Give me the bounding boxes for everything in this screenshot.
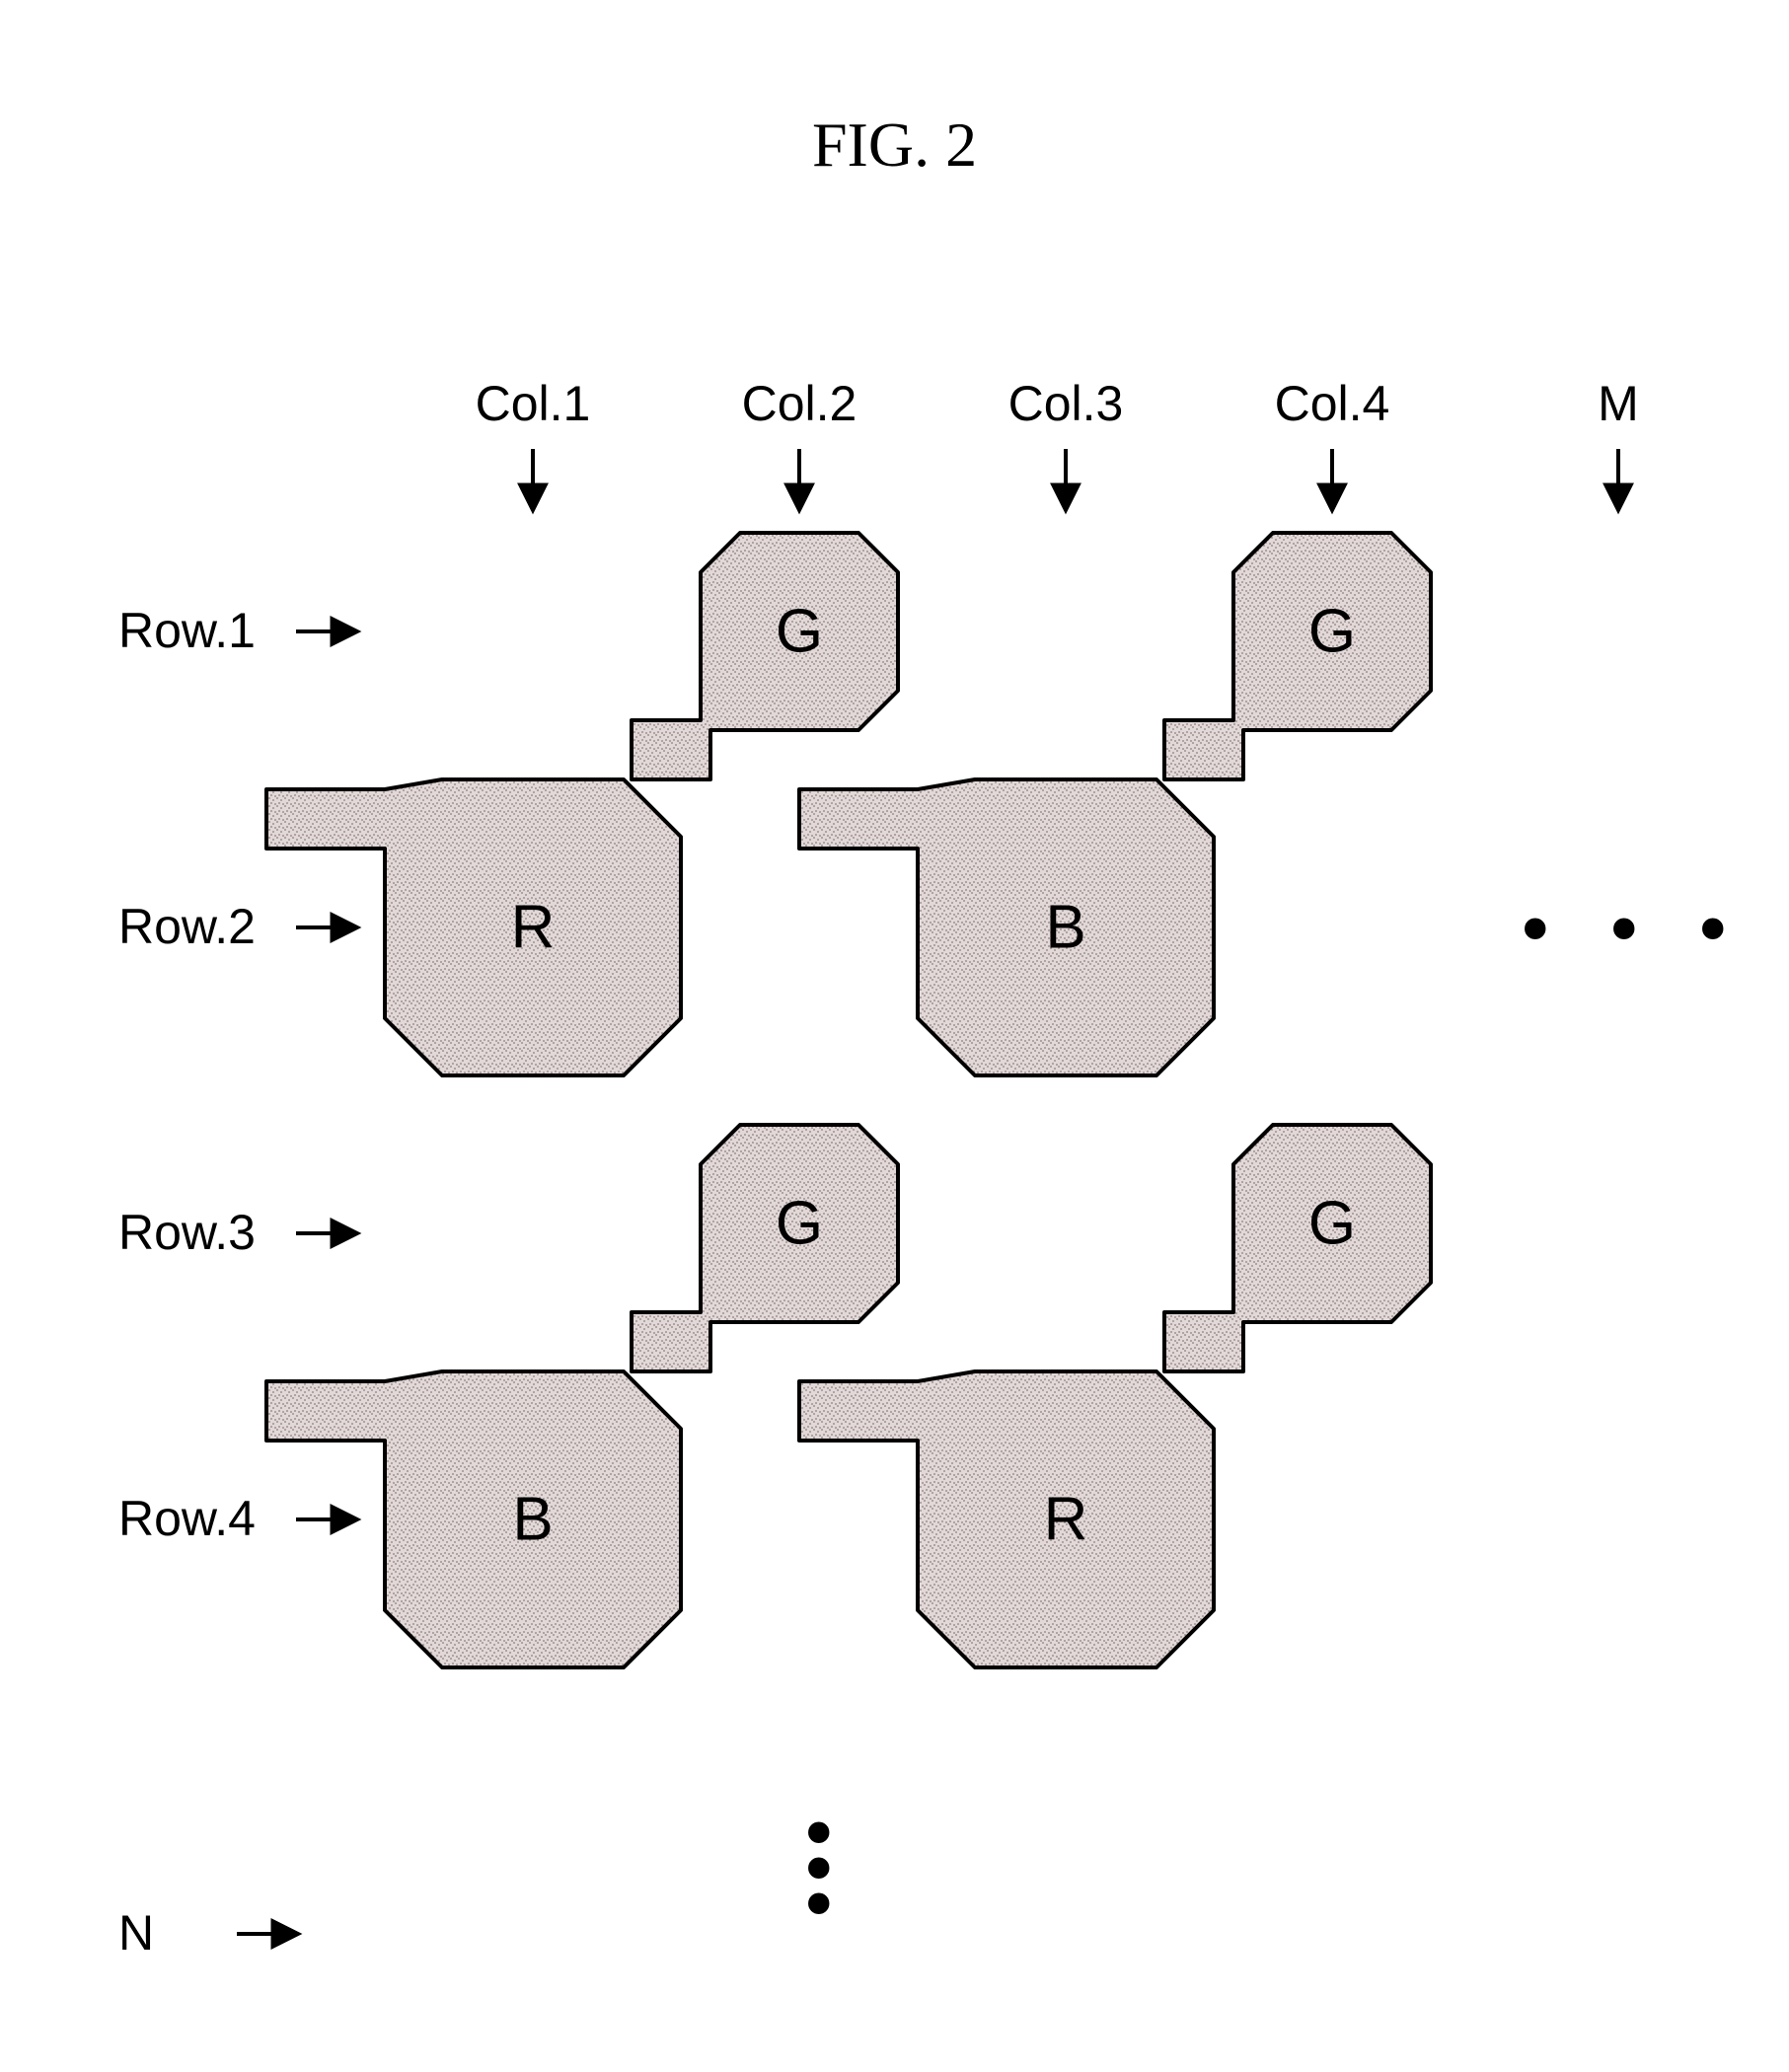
pixel-small: G xyxy=(632,533,898,779)
svg-text:G: G xyxy=(776,1190,823,1258)
pixel-big: R xyxy=(799,1371,1214,1667)
pixel-small: G xyxy=(632,1125,898,1371)
ellipsis-horizontal: • • • xyxy=(1520,878,1747,980)
row-label: Row.3 xyxy=(118,1204,256,1261)
svg-text:R: R xyxy=(511,894,556,962)
column-label: Col.3 xyxy=(1008,375,1124,432)
row-label-n: N xyxy=(118,1904,154,1961)
row-label: Row.4 xyxy=(118,1490,256,1547)
row-label: Row.1 xyxy=(118,602,256,659)
svg-text:B: B xyxy=(1045,894,1085,962)
pixel-small: G xyxy=(1164,533,1431,779)
column-label: Col.2 xyxy=(742,375,857,432)
row-label: Row.2 xyxy=(118,898,256,955)
column-label: Col.4 xyxy=(1275,375,1390,432)
figure-container: R B B R G G G G FIG. 2 Col.1 Col.2 Col.3 Col.4 M Row.1… xyxy=(0,0,1789,2072)
column-label-m: M xyxy=(1598,375,1639,432)
pixel-big: B xyxy=(799,779,1214,1075)
svg-text:G: G xyxy=(1308,1190,1356,1258)
figure-title: FIG. 2 xyxy=(0,109,1789,182)
svg-text:G: G xyxy=(1308,598,1356,666)
pixel-small: G xyxy=(1164,1125,1431,1371)
svg-text:G: G xyxy=(776,598,823,666)
svg-text:R: R xyxy=(1044,1486,1088,1554)
svg-text:B: B xyxy=(512,1486,553,1554)
ellipsis-vertical: ••• xyxy=(803,1815,835,1922)
column-label: Col.1 xyxy=(476,375,591,432)
